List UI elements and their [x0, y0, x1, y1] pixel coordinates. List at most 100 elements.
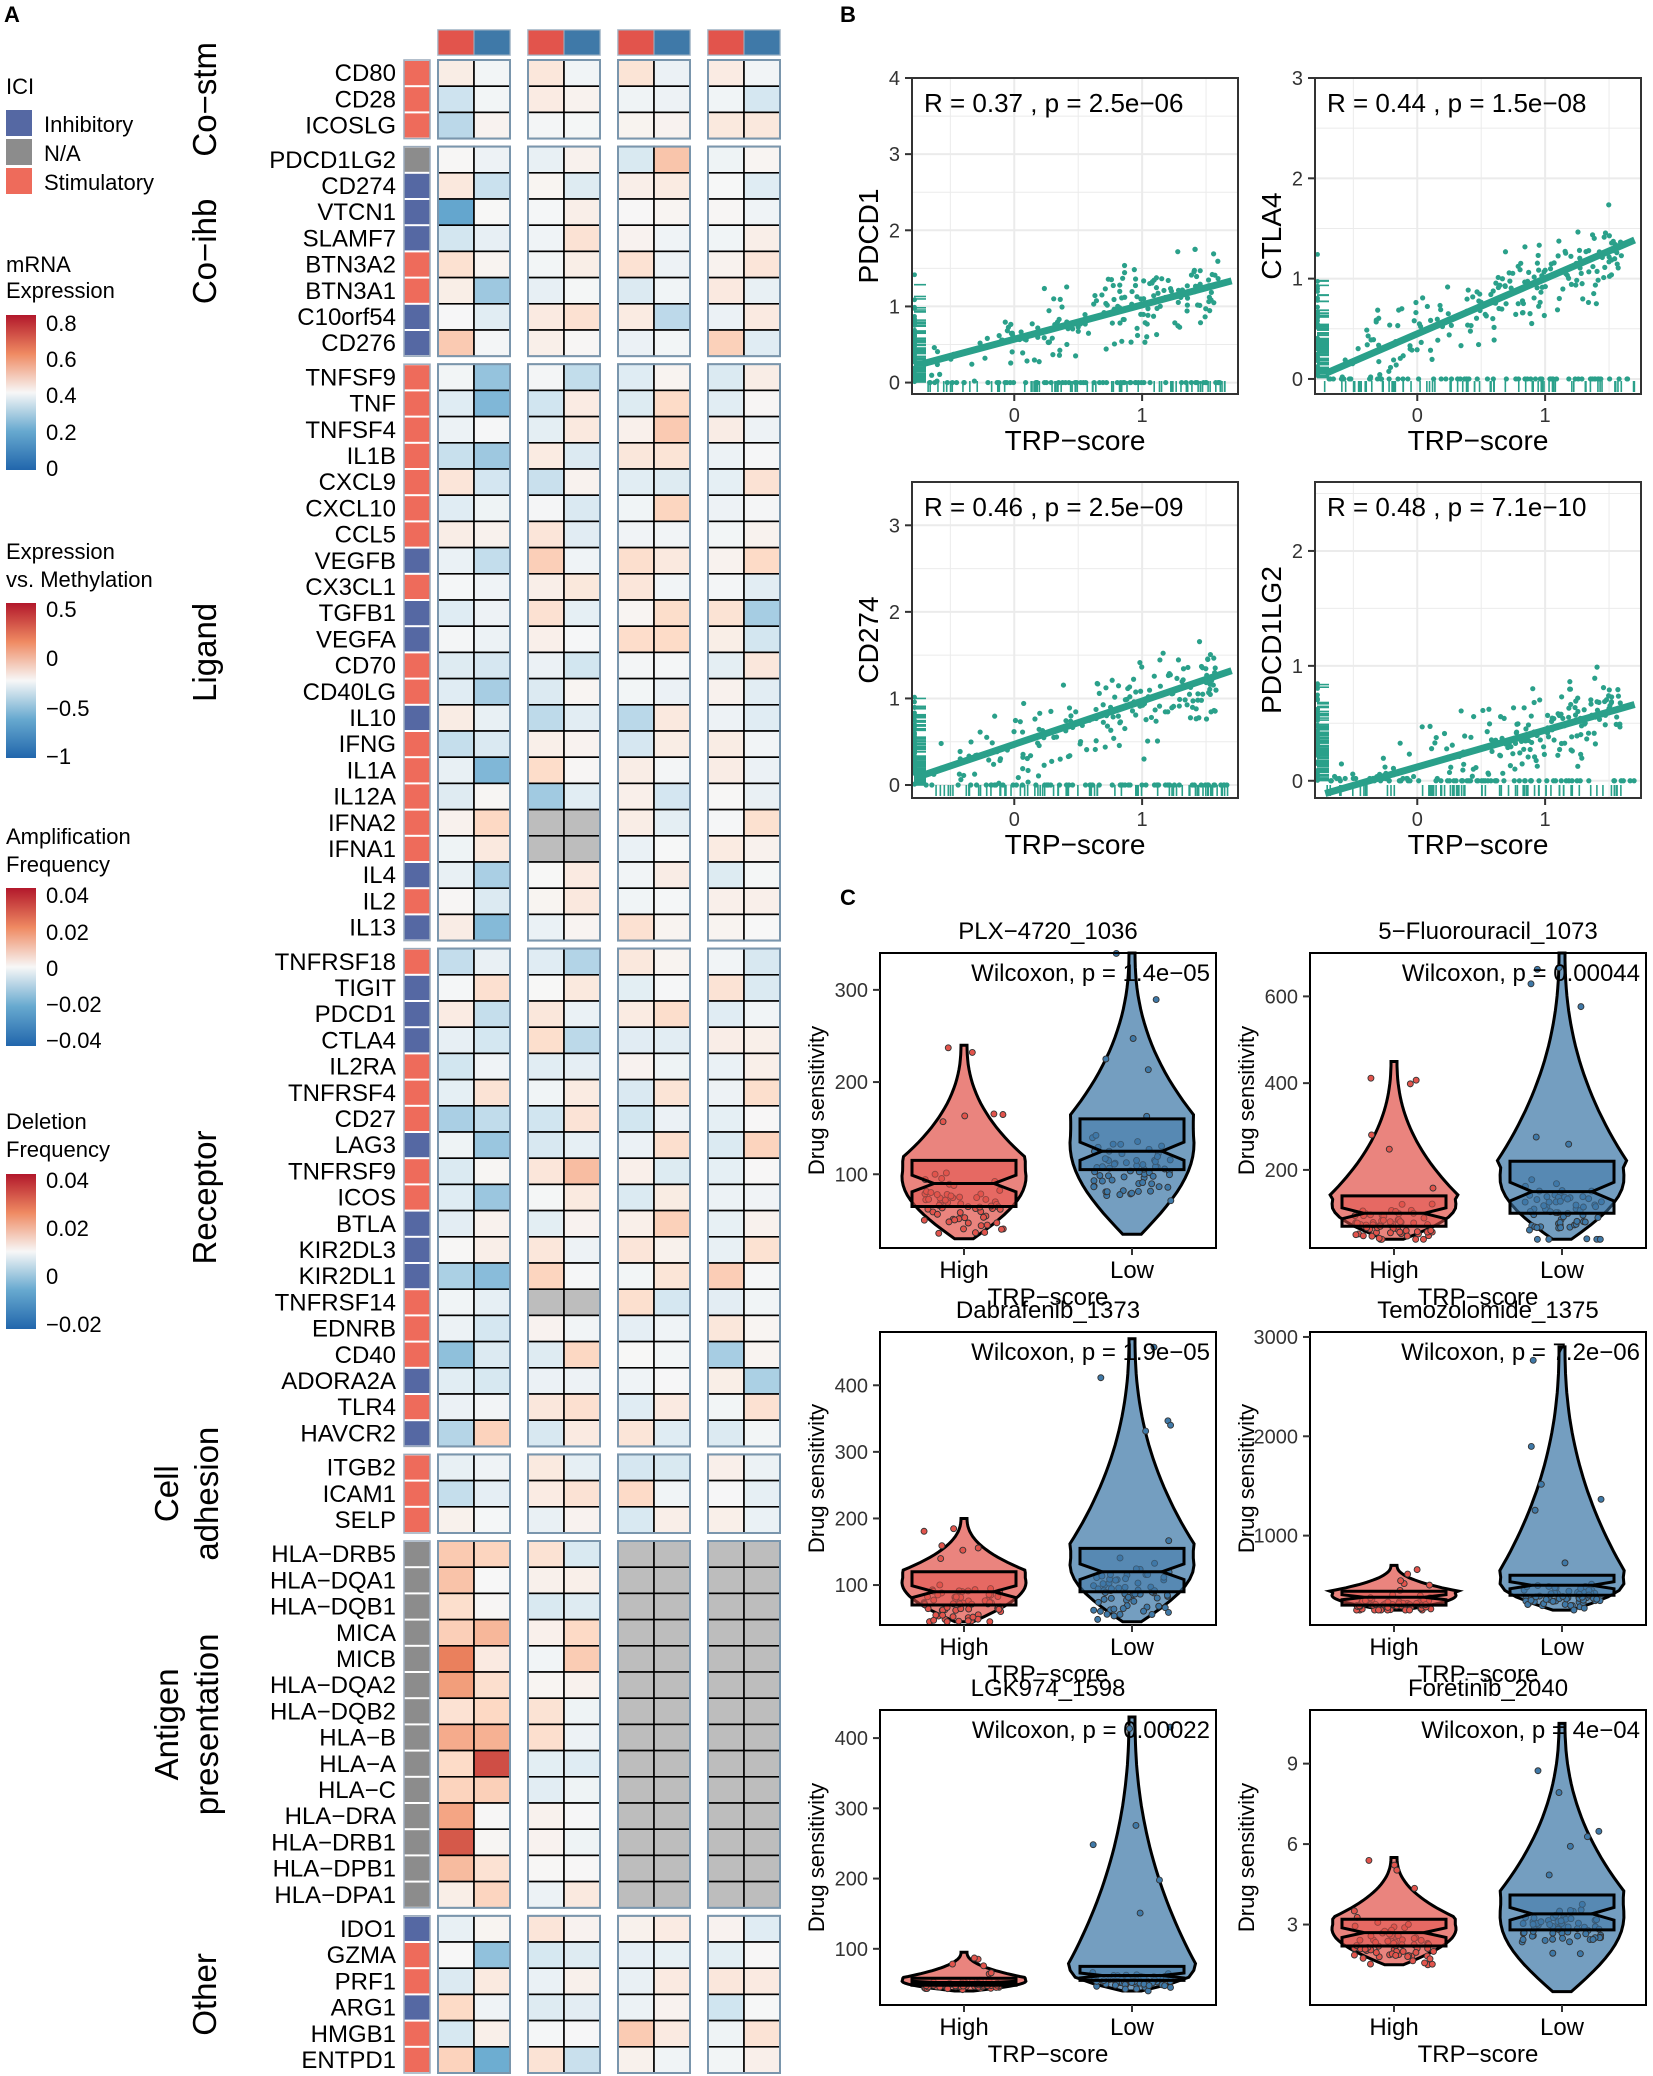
scatter-point	[1315, 346, 1320, 352]
scatter-point	[1165, 672, 1171, 679]
heatmap-group-label-line: Ligand	[186, 603, 223, 702]
scatter-ytick-label: 4	[889, 68, 900, 90]
heatmap-cell	[563, 389, 601, 418]
drug-xtick-label: Low	[1110, 2014, 1155, 2041]
drug-point-high	[968, 1048, 976, 1056]
scatter-point	[1521, 705, 1527, 711]
drug-point-high	[1372, 1949, 1380, 1957]
scatter-xlabel: TRP−score	[1408, 829, 1549, 860]
heatmap-cell	[527, 1479, 565, 1508]
heatmap-gene-label: IFNA2	[328, 810, 396, 837]
scatter-point	[1486, 771, 1492, 777]
heatmap-cell	[743, 730, 781, 759]
heatmap-ici-cell	[404, 1185, 430, 1210]
scatter-xtick-label: 0	[1009, 405, 1020, 427]
scatter-point	[1315, 368, 1320, 374]
heatmap-cell	[653, 1131, 691, 1160]
heatmap-cell	[563, 808, 601, 837]
heatmap-cell	[437, 861, 475, 890]
scatter-point	[1416, 376, 1422, 382]
scatter-point	[1601, 234, 1607, 240]
heatmap-gene-label: VTCN1	[317, 199, 396, 226]
scatter-point	[1542, 267, 1548, 273]
scatter-point	[1145, 312, 1151, 318]
scatter-point	[1413, 309, 1419, 316]
scatter-point	[1413, 299, 1419, 306]
scatter-point	[1315, 283, 1320, 289]
heatmap-cell	[437, 1506, 475, 1534]
scatter-point	[1315, 315, 1320, 321]
scatter-point	[1100, 719, 1106, 725]
scatter-point	[1471, 713, 1477, 720]
drug-point-low	[1167, 1421, 1175, 1429]
drug-point-high	[949, 1613, 957, 1621]
heatmap-cell	[707, 1941, 745, 1970]
scatter-point	[1109, 677, 1115, 683]
panel-label-a: A	[4, 2, 20, 27]
scatter-point	[1141, 278, 1147, 284]
scatter-point	[1400, 353, 1406, 359]
heatmap-cell	[473, 276, 511, 305]
drug-point-low	[1557, 1224, 1565, 1232]
heatmap-cell	[527, 887, 565, 916]
heatmap-cell	[563, 1183, 601, 1212]
heatmap-cell	[437, 1393, 475, 1422]
heatmap-cell	[653, 1419, 691, 1448]
scatter-point	[923, 782, 929, 788]
heatmap-cell	[527, 1367, 565, 1395]
heatmap-cell	[437, 59, 475, 88]
heatmap-ici-cell	[404, 1342, 430, 1367]
heatmap-cell	[707, 1749, 745, 1778]
heatmap-ici-cell	[404, 226, 430, 251]
scatter-point	[912, 366, 917, 372]
scatter-point	[1094, 680, 1100, 687]
heatmap-cell	[563, 572, 601, 601]
heatmap-cell	[563, 1026, 601, 1055]
heatmap-cell	[707, 1697, 745, 1726]
heatmap-cell	[527, 363, 565, 392]
scatter-point	[1534, 285, 1540, 291]
heatmap-cell	[617, 1566, 655, 1595]
drug-point-high	[1375, 1234, 1383, 1242]
scatter-point	[1438, 376, 1444, 382]
heatmap-gene-label: IFNG	[339, 731, 396, 758]
heatmap-ici-cell	[404, 87, 430, 112]
heatmap-gene-label: PRF1	[335, 1968, 396, 1995]
heatmap-group-label-line: Antigen	[148, 1668, 185, 1780]
heatmap-cell	[437, 625, 475, 654]
scatter-point	[1138, 311, 1144, 317]
heatmap-cell	[527, 834, 565, 863]
heatmap-cell	[617, 599, 655, 628]
scatter-ytick-label: 2	[1292, 168, 1303, 190]
heatmap-cell	[743, 1453, 781, 1482]
drug-border	[1309, 1709, 1647, 2006]
scatter-point	[1568, 253, 1574, 259]
scatter-point	[1189, 704, 1196, 710]
heatmap-cell	[743, 1419, 781, 1448]
drug-point-low	[1527, 980, 1535, 988]
scatter-point	[1606, 693, 1612, 699]
scatter-point	[1177, 696, 1183, 703]
scatter-point	[1151, 293, 1157, 299]
heatmap-gene-label: IFNA1	[328, 836, 396, 863]
scatter-point	[977, 729, 983, 735]
scatter-point	[1531, 699, 1537, 706]
heatmap-cell	[473, 111, 511, 140]
drug-point-high	[1403, 1232, 1411, 1240]
drug-annotation: Wilcoxon, p = 4e−04	[1421, 1717, 1640, 1744]
scatter-point	[934, 378, 940, 384]
heatmap-cell	[617, 1941, 655, 1970]
scatter-point	[1132, 276, 1139, 282]
heatmap-cell	[707, 1262, 745, 1291]
scatter-ylabel: PDCD1	[853, 189, 884, 284]
drug-point-low	[1533, 1224, 1541, 1232]
heatmap-cell	[743, 677, 781, 706]
scatter-point	[1063, 718, 1069, 724]
heatmap-cell	[743, 1262, 781, 1291]
scatter-point	[955, 782, 961, 788]
scatter-point	[1215, 258, 1221, 264]
heatmap-cell	[437, 1993, 475, 2022]
heatmap-cell	[743, 494, 781, 523]
scatter-plot-area	[912, 78, 1238, 394]
heatmap-cell	[473, 2019, 511, 2048]
